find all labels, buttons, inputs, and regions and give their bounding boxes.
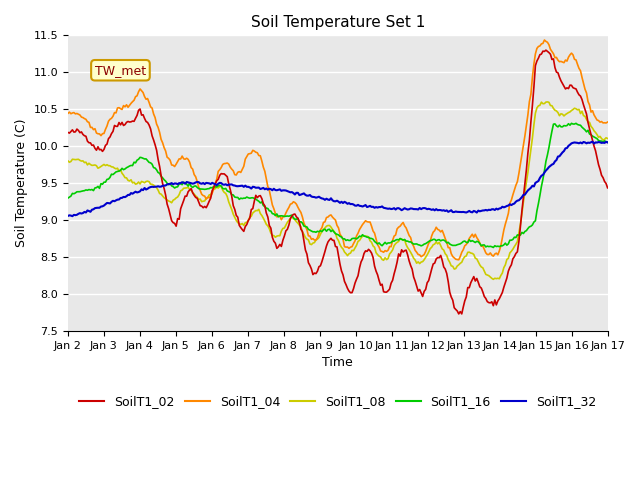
Text: TW_met: TW_met	[95, 64, 146, 77]
Legend: SoilT1_02, SoilT1_04, SoilT1_08, SoilT1_16, SoilT1_32: SoilT1_02, SoilT1_04, SoilT1_08, SoilT1_…	[74, 390, 601, 413]
Y-axis label: Soil Temperature (C): Soil Temperature (C)	[15, 119, 28, 247]
Title: Soil Temperature Set 1: Soil Temperature Set 1	[250, 15, 425, 30]
X-axis label: Time: Time	[323, 356, 353, 369]
